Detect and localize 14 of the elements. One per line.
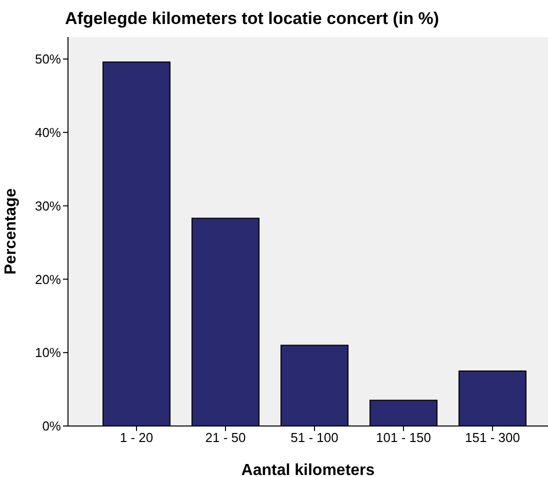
y-tick-label: 0% bbox=[42, 418, 62, 434]
y-tick-label: 30% bbox=[34, 198, 62, 214]
y-tick-label: 10% bbox=[34, 345, 62, 360]
x-axis-title: Aantal kilometers bbox=[241, 462, 375, 477]
y-tick-label: 50% bbox=[34, 52, 62, 67]
chart-title: Afgelegde kilometers tot locatie concert (in %) bbox=[65, 9, 440, 29]
x-tick-label: 101 - 150 bbox=[376, 430, 431, 446]
x-tick-label: 51 - 100 bbox=[290, 430, 338, 446]
x-tick-label: 21 - 50 bbox=[205, 430, 246, 446]
y-axis-title: Percentage bbox=[2, 188, 20, 275]
y-tick-label: 20% bbox=[34, 272, 62, 287]
x-tick-label: 1 - 20 bbox=[120, 430, 154, 446]
y-tick-label: 40% bbox=[34, 125, 62, 140]
x-tick-label: 151 - 300 bbox=[465, 430, 520, 446]
